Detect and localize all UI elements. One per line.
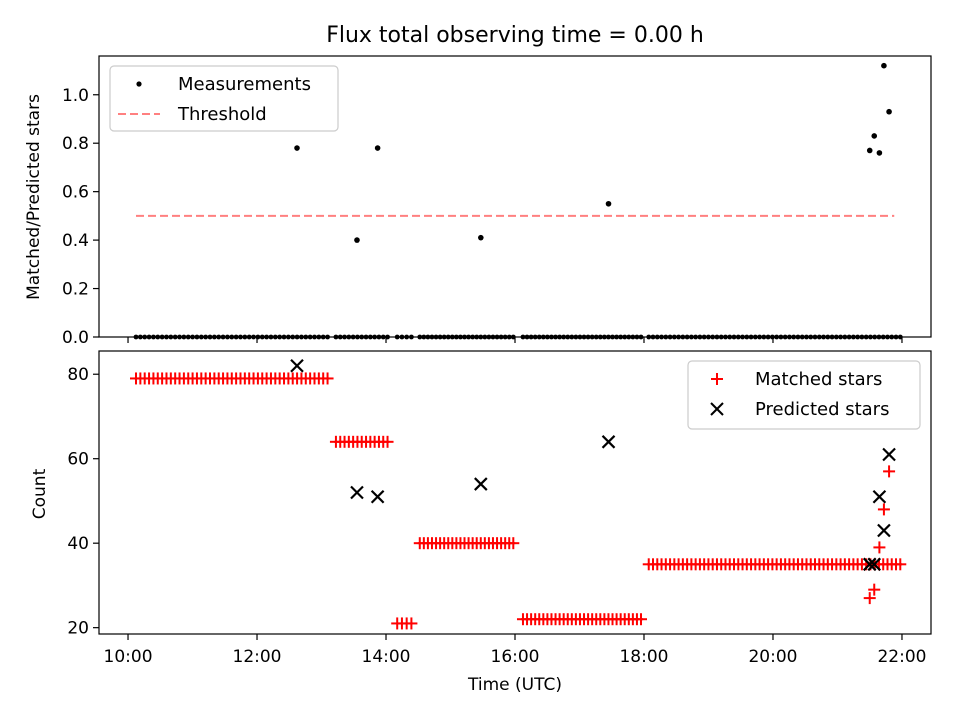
legend-predicted-label: Predicted stars [755, 399, 889, 420]
top-ytick-label: 0.4 [62, 231, 89, 251]
top-ytick-label: 0.6 [62, 183, 89, 203]
matched-star-point [507, 537, 520, 550]
predicted-star-point [601, 435, 616, 449]
top-plot-frame [98, 55, 932, 338]
measurement-point [374, 145, 381, 151]
bottom-legend: Matched stars Predicted stars [687, 360, 921, 430]
bottom-xtick-label: 14:00 [362, 647, 411, 667]
top-ylabel: Matched/Predicted stars [24, 94, 44, 300]
legend-measurements-label: Measurements [178, 74, 311, 95]
matched-star-point [405, 617, 418, 630]
measurement-point [354, 237, 360, 243]
bottom-ytick-label: 20 [67, 619, 89, 639]
predicted-star-point [882, 447, 896, 462]
predicted-star-point [290, 359, 304, 373]
top-ytick-label: 0.2 [62, 280, 89, 300]
predicted-star-point [350, 485, 364, 500]
top-legend: Measurements Threshold [109, 65, 339, 132]
matched-star-point [894, 558, 907, 571]
top-ytick-label: 0.0 [62, 328, 89, 348]
predicted-stars-points [290, 359, 896, 572]
predicted-star-point [370, 489, 385, 504]
bottom-xtick-label: 18:00 [619, 647, 668, 667]
predicted-star-point [862, 557, 877, 572]
bottom-xlabel: Time (UTC) [467, 675, 562, 695]
legend-measurements-marker [136, 81, 142, 87]
matched-star-point [381, 435, 394, 448]
measurement-point [866, 147, 873, 154]
top-panel: Flux total observing time = 0.00 h Match… [24, 23, 932, 348]
measurement-point [605, 200, 612, 207]
bottom-plot-frame [98, 350, 932, 635]
matched-star-point [873, 541, 886, 554]
legend-threshold-label: Threshold [177, 104, 267, 125]
bottom-ytick-label: 80 [67, 365, 89, 385]
predicted-star-point [867, 557, 882, 572]
top-legend-box [109, 65, 339, 132]
top-ytick-label: 0.8 [62, 134, 89, 154]
matched-star-point [883, 465, 896, 478]
top-title: Flux total observing time = 0.00 h [326, 23, 704, 48]
matched-star-point [868, 583, 881, 596]
bottom-xtick-label: 10:00 [104, 647, 153, 667]
measurement-point [478, 234, 484, 241]
legend-predicted-marker [710, 402, 724, 416]
legend-matched-label: Matched stars [755, 369, 882, 390]
measurement-point [886, 108, 892, 115]
bottom-ytick-label: 40 [67, 534, 89, 554]
bottom-xtick-label: 12:00 [233, 647, 282, 667]
matched-star-point [321, 372, 334, 385]
bottom-ytick-label: 60 [67, 450, 89, 470]
bottom-axis-ticks: 20 40 60 80 10:00 12:00 14:00 16:00 18:00 20:00 22… [67, 365, 926, 667]
measurement-point [881, 62, 887, 69]
bottom-xtick-label: 22:00 [877, 647, 926, 667]
bottom-legend-box [687, 360, 921, 430]
matched-star-point [863, 592, 876, 605]
bottom-ylabel: Count [30, 468, 50, 519]
measurement-point [876, 150, 883, 156]
predicted-star-point [877, 523, 891, 538]
bottom-panel: Count Time (UTC) 20 40 60 80 10:00 12:00 14:00… [30, 350, 932, 695]
measurement-point [294, 145, 300, 151]
top-ytick-label: 1.0 [62, 86, 89, 106]
measurement-point [871, 133, 878, 139]
matched-star-point [635, 613, 648, 626]
bottom-xtick-label: 16:00 [491, 647, 540, 667]
matched-star-point [877, 503, 890, 516]
legend-matched-marker [711, 373, 723, 385]
predicted-star-point [474, 477, 488, 491]
top-axis-ticks: 0.0 0.2 0.4 0.6 0.8 1.0 [62, 86, 903, 348]
bottom-xtick-label: 20:00 [748, 647, 797, 667]
predicted-star-point [872, 489, 887, 504]
